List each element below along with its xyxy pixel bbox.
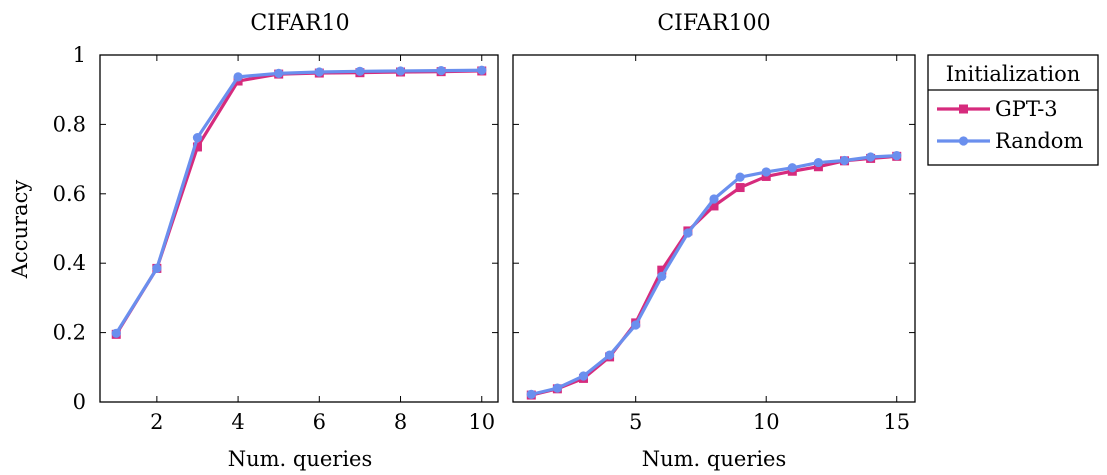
data-point-random — [761, 167, 771, 177]
x-tick-label: 2 — [150, 410, 163, 434]
legend-marker-random — [958, 136, 969, 146]
data-point-random — [735, 172, 745, 182]
data-point-random — [314, 67, 324, 77]
data-point-random — [631, 320, 641, 330]
series-line-random — [530, 154, 897, 396]
data-point-random — [355, 66, 365, 76]
legend-label-gpt-3: GPT-3 — [995, 97, 1058, 121]
y-tick-label: 0.8 — [53, 112, 86, 136]
y-tick-label: 0.2 — [53, 321, 86, 345]
data-point-random — [866, 152, 876, 162]
series-line-gpt-3 — [530, 154, 897, 397]
data-point-gpt-3 — [657, 265, 667, 275]
legend-entries: GPT-3 Random — [937, 97, 1083, 153]
x-tick-label: 6 — [313, 410, 326, 434]
data-point-random — [657, 271, 667, 281]
y-tick-label: 0 — [73, 390, 86, 414]
chart-title-cifar100: CIFAR100 — [657, 11, 770, 36]
series-line-random — [114, 68, 482, 335]
data-point-random — [274, 68, 284, 78]
data-point-random — [709, 194, 719, 204]
data-point-random — [192, 132, 203, 143]
axis-ticks-cifar10: 2 4 6 8 10 0 0.2 0.4 0.6 0.8 1 — [53, 43, 498, 434]
data-point-random — [233, 72, 243, 82]
data-point-gpt-3 — [735, 183, 745, 193]
data-point-random — [604, 350, 615, 360]
data-point-random — [477, 65, 487, 75]
panel-cifar10: CIFAR10 Accuracy Num. queries 2 4 6 8 10 0 0.2… — [8, 11, 499, 471]
x-tick-label: 8 — [394, 410, 407, 434]
x-tick-label: 10 — [753, 410, 780, 434]
data-point-random — [152, 263, 162, 274]
data-point-random — [683, 228, 693, 238]
x-tick-label: 10 — [468, 410, 495, 434]
data-point-gpt-3 — [709, 201, 719, 211]
series-layer-cifar10 — [111, 65, 487, 339]
data-point-random — [578, 371, 589, 381]
chart-title-cifar10: CIFAR10 — [250, 11, 349, 36]
legend: Initialization GPT-3 Random — [927, 54, 1099, 166]
x-axis-label-cifar10: Num. queries — [228, 447, 373, 471]
legend-marker-gpt-3 — [959, 104, 968, 114]
data-point-random — [552, 383, 562, 393]
legend-title: Initialization — [946, 62, 1081, 86]
legend-label-random: Random — [995, 129, 1083, 153]
x-axis-label-cifar100: Num. queries — [642, 447, 787, 471]
series-layer-cifar100 — [526, 151, 902, 400]
series-line-gpt-3 — [114, 69, 482, 336]
data-point-random — [436, 66, 446, 76]
x-tick-label: 4 — [231, 410, 244, 434]
data-point-random — [839, 155, 850, 166]
data-point-random — [813, 157, 824, 168]
y-tick-label: 1 — [73, 43, 86, 67]
x-tick-label: 15 — [883, 410, 910, 434]
data-point-random — [787, 163, 797, 173]
axis-ticks-cifar100: 5 10 15 — [513, 54, 915, 434]
plot-frame-cifar100 — [512, 54, 916, 403]
data-point-random — [892, 151, 902, 161]
x-tick-label: 5 — [629, 410, 642, 434]
y-tick-label: 0.4 — [53, 251, 86, 275]
data-point-random — [526, 389, 536, 399]
plot-frame-cifar10 — [99, 54, 499, 403]
y-axis-label: Accuracy — [8, 180, 32, 280]
data-point-random — [111, 328, 121, 338]
y-tick-label: 0.6 — [53, 182, 86, 206]
panel-cifar100: CIFAR100 Num. queries 5 10 15 — [512, 11, 916, 471]
data-point-random — [395, 66, 406, 76]
data-point-gpt-3 — [192, 142, 202, 152]
